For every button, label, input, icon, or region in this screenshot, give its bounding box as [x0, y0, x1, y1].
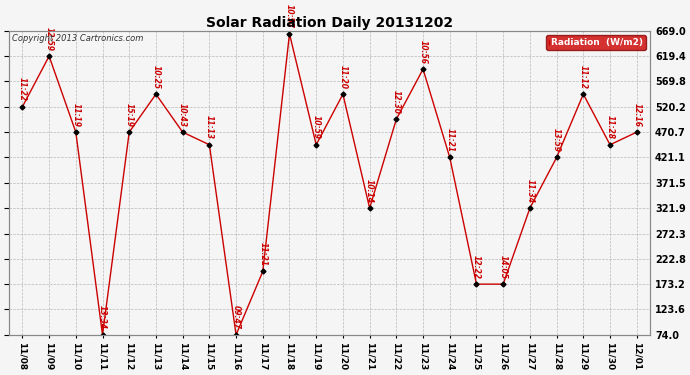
- Text: 10:59: 10:59: [312, 115, 321, 139]
- Text: 11:28: 11:28: [606, 115, 615, 139]
- Text: 12:30: 12:30: [392, 90, 401, 114]
- Text: 11:13: 11:13: [205, 115, 214, 139]
- Text: 11:20: 11:20: [338, 64, 348, 88]
- Text: 11:21: 11:21: [258, 242, 267, 266]
- Text: 15:19: 15:19: [125, 103, 134, 127]
- Text: 11:19: 11:19: [71, 103, 80, 127]
- Text: 10:56: 10:56: [419, 40, 428, 64]
- Text: 10:14: 10:14: [365, 178, 374, 203]
- Text: 13:59: 13:59: [552, 128, 561, 152]
- Text: 11:34: 11:34: [525, 178, 534, 203]
- Legend: Radiation  (W/m2): Radiation (W/m2): [546, 35, 646, 50]
- Text: 12:59: 12:59: [45, 27, 54, 51]
- Text: 12:22: 12:22: [472, 255, 481, 279]
- Text: 11:12: 11:12: [579, 64, 588, 88]
- Title: Solar Radiation Daily 20131202: Solar Radiation Daily 20131202: [206, 16, 453, 30]
- Text: 14:05: 14:05: [499, 255, 508, 279]
- Text: 12:16: 12:16: [632, 103, 641, 127]
- Text: 11:22: 11:22: [18, 77, 27, 101]
- Text: 11:21: 11:21: [445, 128, 454, 152]
- Text: 10:57: 10:57: [285, 4, 294, 28]
- Text: 13:34: 13:34: [98, 305, 107, 329]
- Text: 09:47: 09:47: [232, 305, 241, 329]
- Text: 10:25: 10:25: [151, 64, 161, 88]
- Text: Copyright 2013 Cartronics.com: Copyright 2013 Cartronics.com: [12, 34, 144, 43]
- Text: 10:43: 10:43: [178, 103, 187, 127]
